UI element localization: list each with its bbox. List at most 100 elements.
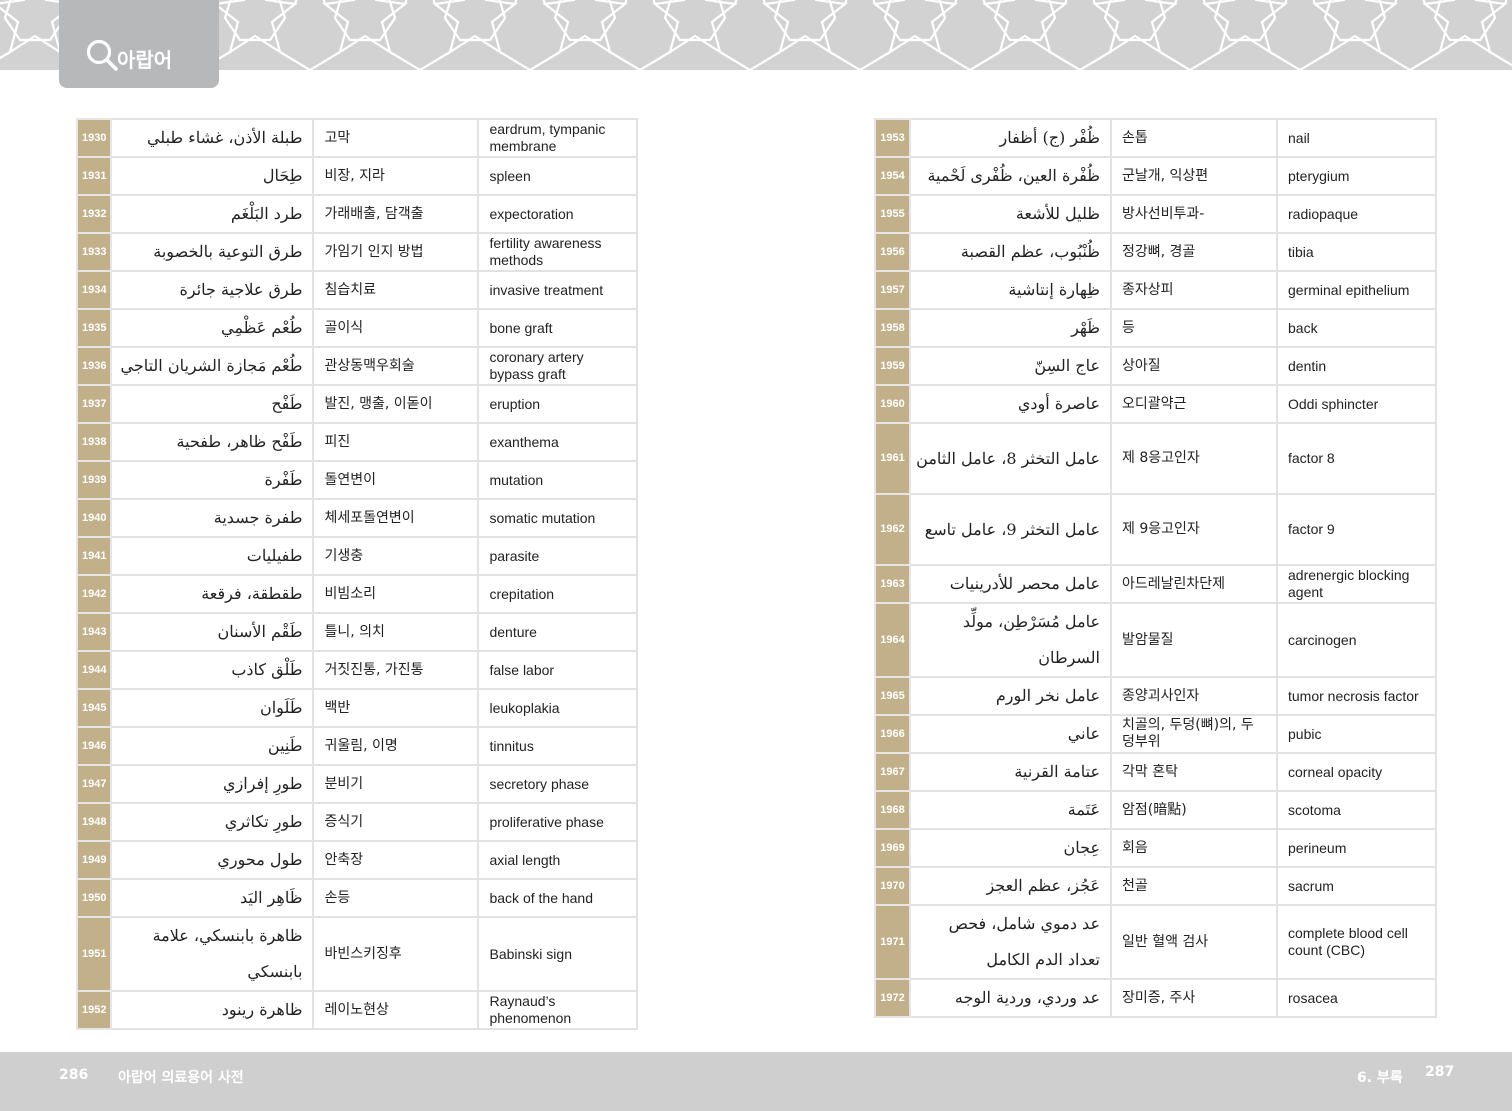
entry-number: 1947	[75, 764, 113, 804]
arabic-term: عِجان	[909, 828, 1112, 868]
korean-term: 상아질	[1110, 346, 1278, 386]
english-term: sacrum	[1276, 866, 1437, 906]
entry-number: 1944	[75, 650, 113, 690]
korean-term: 침습치료	[312, 270, 480, 310]
english-term: pterygium	[1276, 156, 1437, 196]
arabic-term: طقطقة، فرقعة	[110, 574, 315, 614]
english-term: somatic mutation	[477, 498, 639, 538]
arabic-term: عد دموي شامل، فحص تعداد الدم الكامل	[909, 904, 1112, 980]
english-term: eruption	[477, 384, 639, 424]
korean-term: 고막	[312, 118, 480, 158]
entry-number: 1949	[75, 840, 113, 880]
entry-number: 1972	[874, 978, 911, 1018]
table-row: 1960 عاصرة أودي 오디괄약근 Oddi sphincter	[874, 384, 1437, 424]
korean-term: 제 9응고인자	[1110, 493, 1278, 566]
table-row: 1971 عد دموي شامل، فحص تعداد الدم الكامل 일…	[874, 904, 1437, 980]
section-title: 6. 부록	[1357, 1070, 1403, 1086]
entry-number: 1930	[75, 118, 113, 158]
arabic-term: طرد البَلْغَم	[110, 194, 315, 234]
korean-term: 거짓진통, 가진통	[312, 650, 480, 690]
english-term: secretory phase	[477, 764, 639, 804]
table-row: 1968 عَتَمة 암점(暗點) scotoma	[874, 790, 1437, 830]
entry-number: 1963	[874, 564, 911, 604]
english-term: denture	[477, 612, 639, 652]
english-term: corneal opacity	[1276, 752, 1437, 792]
korean-term: 귀울림, 이명	[312, 726, 480, 766]
table-row: 1967 عتامة القرنية 각막 혼탁 corneal opacity	[874, 752, 1437, 792]
table-row: 1961 عامل التخثر 8، عامل الثامن 제 8응고인자 fac…	[874, 422, 1437, 495]
korean-term: 치골의, 두덩(뼈)의, 두덩부위	[1110, 714, 1278, 754]
arabic-term: ظُفْرة العين، ظُفْرى لَحْمية	[909, 156, 1112, 196]
korean-term: 제 8응고인자	[1110, 422, 1278, 495]
english-term: complete blood cell count (CBC)	[1276, 904, 1437, 980]
table-row: 1933 طرق التوعية بالخصوبة 가임기 인지 방법 fertili…	[75, 232, 639, 272]
table-row: 1957 ظِهارة إنتاشية 종자상피 germinal epitheliu…	[874, 270, 1437, 310]
arabic-term: طبلة الأذن، غشاء طبلي	[110, 118, 315, 158]
arabic-term: طورِ تكاثري	[110, 802, 315, 842]
table-row: 1941 طفيليات 기생충 parasite	[75, 536, 639, 576]
entry-number: 1957	[874, 270, 911, 310]
table-row: 1931 طِحَال 비장, 지라 spleen	[75, 156, 639, 196]
english-term: tibia	[1276, 232, 1437, 272]
table-row: 1956 ظُنْبُوب، عظم القصبة 정강뼈, 경골 tibia	[874, 232, 1437, 272]
table-row: 1939 طَفْرة 돌연변이 mutation	[75, 460, 639, 500]
english-term: coronary artery bypass graft	[477, 346, 639, 386]
arabic-term: طرق علاجية جائرة	[110, 270, 315, 310]
entry-number: 1960	[874, 384, 911, 424]
korean-term: 정강뼈, 경골	[1110, 232, 1278, 272]
entry-number: 1955	[874, 194, 911, 234]
entry-number: 1940	[75, 498, 113, 538]
table-row: 1940 طفرة جسدية 체세포돌연변이 somatic mutation	[75, 498, 639, 538]
entry-number: 1965	[874, 676, 911, 716]
korean-term: 손톱	[1110, 118, 1278, 158]
korean-term: 종양괴사인자	[1110, 676, 1278, 716]
arabic-term: طرق التوعية بالخصوبة	[110, 232, 315, 272]
arabic-term: ظُفْر (ج) أظفار	[909, 118, 1112, 158]
entry-number: 1938	[75, 422, 113, 462]
header-pattern-band	[0, 0, 1512, 70]
arabic-term: عامل مُسَرْطِن، مولِّد السرطان	[909, 602, 1112, 678]
korean-term: 아드레날린차단제	[1110, 564, 1278, 604]
english-term: leukoplakia	[477, 688, 639, 728]
korean-term: 암점(暗點)	[1110, 790, 1278, 830]
arabic-term: عاني	[909, 714, 1112, 754]
arabic-term: ظَاهِر اليَد	[110, 878, 315, 918]
korean-term: 기생충	[312, 536, 480, 576]
arabic-term: عامل التخثر 8، عامل الثامن	[909, 422, 1112, 495]
entry-number: 1932	[75, 194, 113, 234]
arabic-term: طَلَوان	[110, 688, 315, 728]
entry-number: 1971	[874, 904, 911, 980]
entry-number: 1958	[874, 308, 911, 348]
korean-term: 비장, 지라	[312, 156, 480, 196]
entry-number: 1933	[75, 232, 113, 272]
arabic-term: عامل التخثر 9، عامل تاسع	[909, 493, 1112, 566]
arabic-term: طَفْرة	[110, 460, 315, 500]
search-icon	[86, 39, 118, 71]
english-term: carcinogen	[1276, 602, 1437, 678]
arabic-term: عامل محصر للأدرينيات	[909, 564, 1112, 604]
korean-term: 회음	[1110, 828, 1278, 868]
islamic-star-pattern	[0, 0, 1512, 70]
arabic-term: عامل نخر الورم	[909, 676, 1112, 716]
arabic-term: ظاهرة رينود	[110, 990, 315, 1030]
korean-term: 일반 혈액 검사	[1110, 904, 1278, 980]
table-row: 1934 طرق علاجية جائرة 침습치료 invasive treatme…	[75, 270, 639, 310]
entry-number: 1950	[75, 878, 113, 918]
table-row: 1951 ظاهرة بابنسكي، علامة بابنسكي 바빈스키징후 Ba…	[75, 916, 639, 992]
korean-term: 각막 혼탁	[1110, 752, 1278, 792]
table-row: 1950 ظَاهِر اليَد 손등 back of the hand	[75, 878, 639, 918]
arabic-term: طَفْح	[110, 384, 315, 424]
table-row: 1963 عامل محصر للأدرينيات 아드레날린차단제 adrenerg…	[874, 564, 1437, 604]
table-row: 1962 عامل التخثر 9، عامل تاسع 제 9응고인자 facto…	[874, 493, 1437, 566]
arabic-term: ظُنْبُوب، عظم القصبة	[909, 232, 1112, 272]
table-row: 1937 طَفْح 발진, 맹출, 이돋이 eruption	[75, 384, 639, 424]
arabic-term: ظَهْر	[909, 308, 1112, 348]
table-row: 1949 طول محوري 안축장 axial length	[75, 840, 639, 880]
english-term: Oddi sphincter	[1276, 384, 1437, 424]
english-term: factor 9	[1276, 493, 1437, 566]
english-term: radiopaque	[1276, 194, 1437, 234]
entry-number: 1945	[75, 688, 113, 728]
korean-term: 발진, 맹출, 이돋이	[312, 384, 480, 424]
book-title: 아랍어 의료용어 사전	[118, 1070, 244, 1086]
korean-term: 발암물질	[1110, 602, 1278, 678]
